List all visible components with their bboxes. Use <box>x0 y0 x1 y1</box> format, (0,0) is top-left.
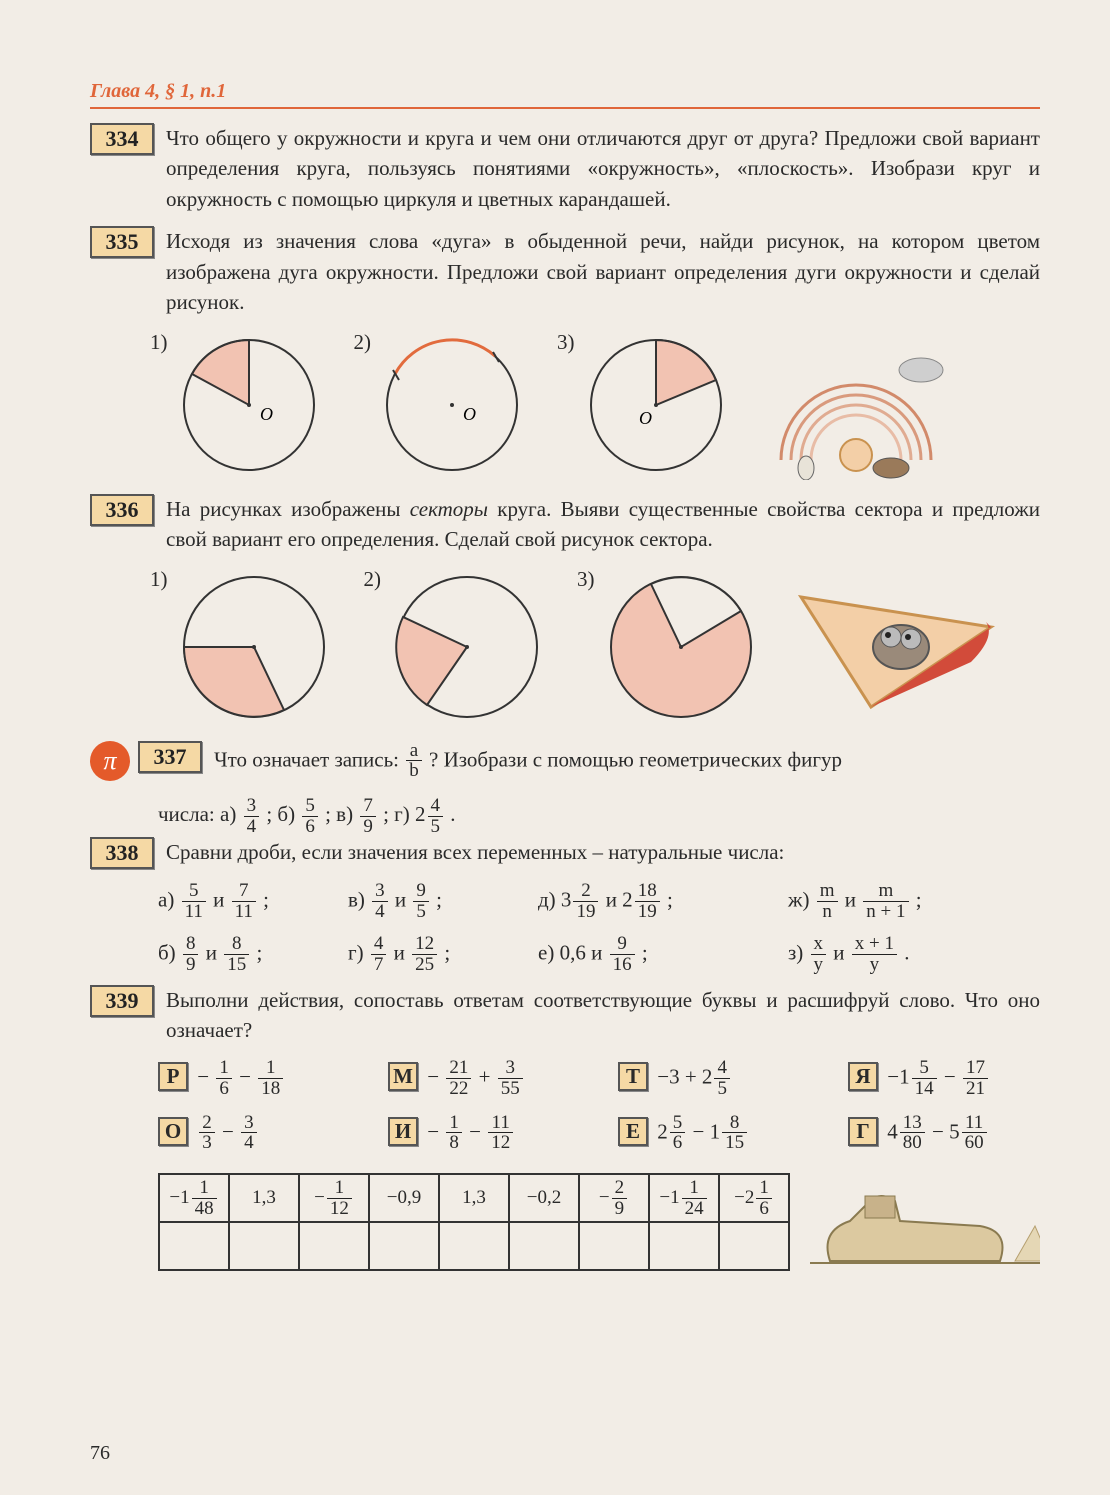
problem-339: 339 Выполни действия, сопоставь ответам … <box>90 985 1040 1046</box>
expr-card: О 23 − 34 <box>158 1113 388 1154</box>
letter-box: Е <box>618 1117 648 1146</box>
problem-335: 335 Исходя из значения слова «дуга» в об… <box>90 226 1040 317</box>
letter-box: Р <box>158 1062 188 1091</box>
problem-334: 334 Что общего у окружности и круга и че… <box>90 123 1040 214</box>
letter-box: Т <box>618 1062 648 1091</box>
svg-text:O: O <box>639 408 652 428</box>
sector-diagram-3 <box>601 567 761 727</box>
problem-number: 337 <box>138 741 202 773</box>
answer-table: −11481,3−112−0,91,3−0,2−29−1124−216 <box>158 1173 790 1271</box>
answer-cell: −216 <box>719 1174 789 1222</box>
figure-2: 2) <box>364 567 548 727</box>
figure-3: 3) <box>577 567 761 727</box>
letter-box: Я <box>848 1062 878 1091</box>
problem-number: 336 <box>90 494 154 526</box>
problem-number: 334 <box>90 123 154 155</box>
pizza-illustration <box>791 567 1001 717</box>
figure-row-336: 1) 2) 3) <box>150 567 1040 727</box>
answer-cell: −0,9 <box>369 1174 439 1222</box>
answer-cell: −112 <box>299 1174 369 1222</box>
sector-diagram-1 <box>174 567 334 727</box>
answer-cell: −1124 <box>649 1174 719 1222</box>
sector-diagram-2 <box>387 567 547 727</box>
answer-cell-empty <box>159 1222 229 1270</box>
figure-1: 1) O <box>150 330 324 480</box>
expr-card: М − 2122 + 355 <box>388 1058 618 1099</box>
problem-text: Что означает запись: ab ? Изобрази с пом… <box>214 741 1040 782</box>
center-label: O <box>260 404 273 424</box>
expr-card: Е 256 − 1815 <box>618 1113 848 1154</box>
problem-number: 339 <box>90 985 154 1017</box>
answer-cell: 1,3 <box>229 1174 299 1222</box>
problem-text: Исходя из значения слова «дуга» в обыден… <box>166 226 1040 317</box>
figure-3: 3) O <box>557 330 731 480</box>
problem-337: π 337 Что означает запись: ab ? Изобрази… <box>90 741 1040 782</box>
answer-cell-empty <box>369 1222 439 1270</box>
textbook-page: Глава 4, § 1, п.1 334 Что общего у окруж… <box>0 0 1110 1495</box>
expr-card: Р − 16 − 118 <box>158 1058 388 1099</box>
expr-card: Г 41380 − 51160 <box>848 1113 1078 1154</box>
problem-number: 338 <box>90 837 154 869</box>
expr-card: И − 18 − 1112 <box>388 1113 618 1154</box>
answer-cell-empty <box>649 1222 719 1270</box>
circle-diagram-3: O <box>581 330 731 480</box>
answer-cell-empty <box>439 1222 509 1270</box>
answer-cell-empty <box>579 1222 649 1270</box>
svg-text:O: O <box>463 404 476 424</box>
answer-cell-empty <box>229 1222 299 1270</box>
circle-diagram-1: O <box>174 330 324 480</box>
circle-diagram-2: O <box>377 330 527 480</box>
answer-cell: 1,3 <box>439 1174 509 1222</box>
answer-cell: −29 <box>579 1174 649 1222</box>
problem-337-line2: числа: а) 34 ; б) 56 ; в) 79 ; г) 245 . <box>158 793 1040 837</box>
answer-cell-empty <box>719 1222 789 1270</box>
sphinx-illustration <box>810 1171 1040 1271</box>
letter-box: М <box>388 1062 418 1091</box>
figure-2: 2) O <box>354 330 528 480</box>
problem-336: 336 На рисунках изображены секторы круга… <box>90 494 1040 555</box>
letter-box: О <box>158 1117 188 1146</box>
problem-text: Выполни действия, сопоставь ответам соот… <box>166 985 1040 1046</box>
expr-card: Т −3 + 245 <box>618 1058 848 1099</box>
pi-icon: π <box>90 741 130 781</box>
problem-338: 338 Сравни дроби, если значения всех пер… <box>90 837 1040 869</box>
rainbow-illustration <box>761 330 951 480</box>
problem-text: Что общего у окружности и круга и чем он… <box>166 123 1040 214</box>
letter-box: И <box>388 1117 418 1146</box>
problem-text: Сравни дроби, если значения всех перемен… <box>166 837 1040 867</box>
answer-cell-empty <box>509 1222 579 1270</box>
chapter-header: Глава 4, § 1, п.1 <box>90 80 1040 109</box>
grid-339: Р − 16 − 118М − 2122 + 355Т −3 + 245Я −1… <box>158 1058 1040 1154</box>
figure-1: 1) <box>150 567 334 727</box>
problem-number: 335 <box>90 226 154 258</box>
problem-text: На рисунках изображены секторы круга. Вы… <box>166 494 1040 555</box>
letter-box: Г <box>848 1117 878 1146</box>
answer-cell-empty <box>299 1222 369 1270</box>
expr-card: Я −1514 − 1721 <box>848 1058 1078 1099</box>
grid-338: а) 511 и 711 ; в) 34 и 95 ; д) 3219 и 21… <box>158 881 1040 975</box>
page-number: 76 <box>90 1442 110 1465</box>
figure-row-335: 1) O 2) O 3) <box>150 330 1040 480</box>
answer-cell: −1148 <box>159 1174 229 1222</box>
answer-cell: −0,2 <box>509 1174 579 1222</box>
